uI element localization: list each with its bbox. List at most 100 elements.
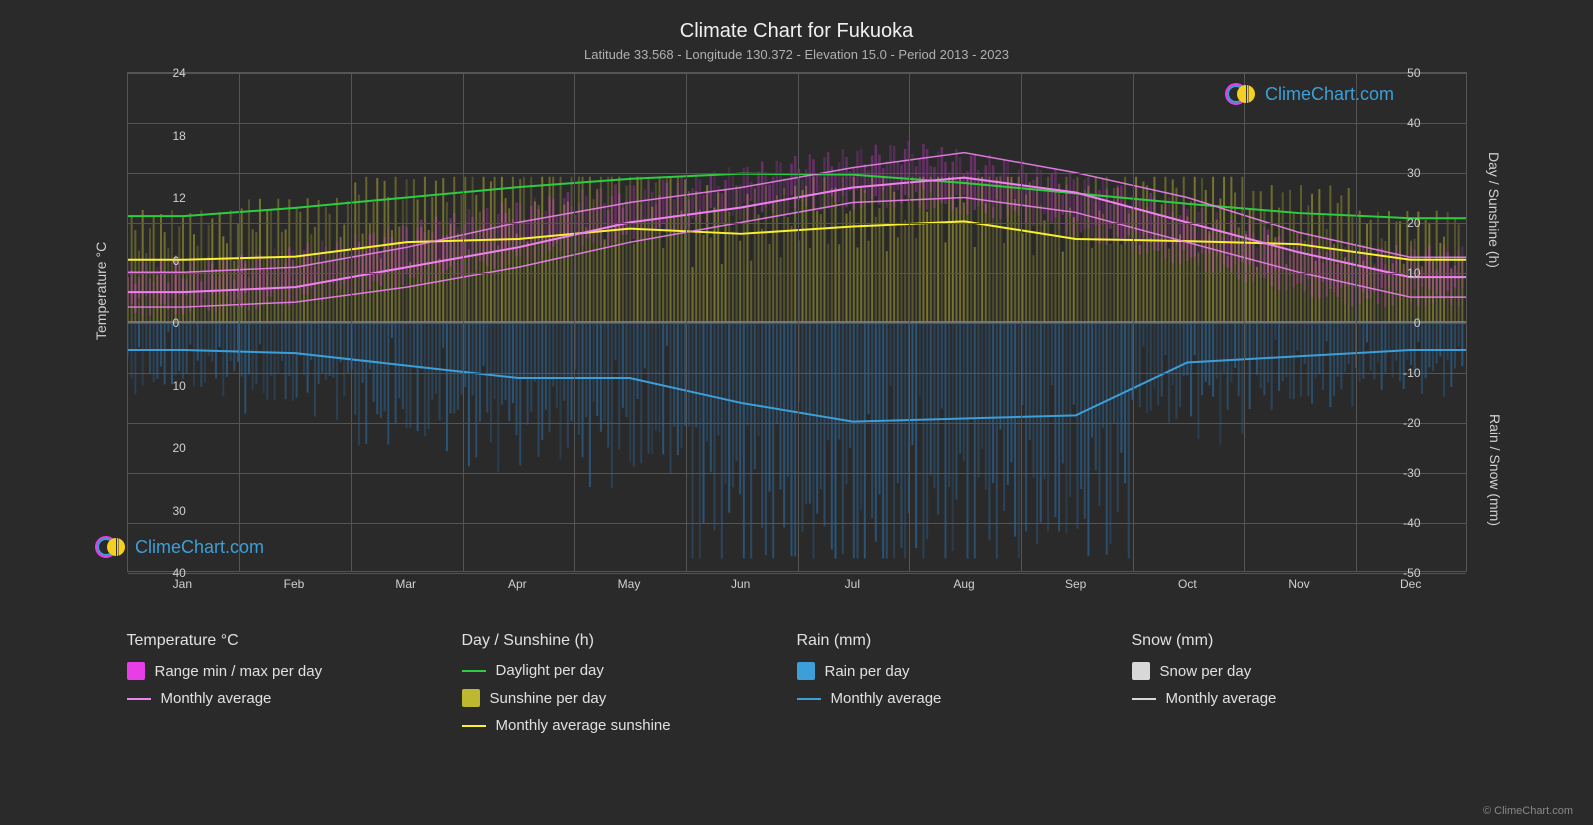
legend-item: Sunshine per day bbox=[462, 689, 797, 707]
gridline-v bbox=[1244, 73, 1245, 571]
gridline-v bbox=[463, 73, 464, 571]
x-tick-month: Oct bbox=[1178, 577, 1197, 591]
legend-item: Monthly average bbox=[797, 690, 1132, 707]
legend-header: Snow (mm) bbox=[1132, 632, 1467, 650]
y-tick-right-top: 0 bbox=[173, 316, 180, 330]
legend-line-icon bbox=[797, 698, 821, 700]
chart-subtitle: Latitude 33.568 - Longitude 130.372 - El… bbox=[50, 47, 1543, 62]
legend-item: Monthly average bbox=[1132, 690, 1467, 707]
plot-area: Temperature °C Day / Sunshine (h) Rain /… bbox=[97, 72, 1497, 592]
x-tick-month: Sep bbox=[1065, 577, 1086, 591]
watermark-text: ClimeChart.com bbox=[1265, 84, 1394, 105]
y-tick-left: 30 bbox=[1407, 166, 1420, 180]
legend-line-icon bbox=[462, 670, 486, 672]
gridline-v bbox=[1133, 73, 1134, 571]
y-tick-right-bottom: 30 bbox=[173, 504, 186, 518]
legend-swatch-icon bbox=[127, 662, 145, 680]
legend-item: Monthly average sunshine bbox=[462, 717, 797, 734]
legend-line-icon bbox=[462, 725, 486, 727]
y-tick-left: 20 bbox=[1407, 216, 1420, 230]
x-tick-month: Aug bbox=[953, 577, 974, 591]
legend-label: Monthly average sunshine bbox=[496, 717, 671, 734]
legend-label: Monthly average bbox=[1166, 690, 1277, 707]
gridline-v bbox=[1021, 73, 1022, 571]
gridline-v bbox=[239, 73, 240, 571]
legend-column: Temperature °C Range min / max per day Mon… bbox=[127, 632, 462, 744]
legend-header: Day / Sunshine (h) bbox=[462, 632, 797, 650]
y-tick-right-top: 24 bbox=[173, 66, 186, 80]
legend-column: Day / Sunshine (h) Daylight per day Sunshi… bbox=[462, 632, 797, 744]
legend-label: Rain per day bbox=[825, 663, 910, 680]
watermark: ClimeChart.com bbox=[1225, 82, 1394, 106]
y-tick-right-top: 12 bbox=[173, 191, 186, 205]
gridline-h bbox=[128, 373, 1466, 374]
gridline-v bbox=[909, 73, 910, 571]
chart-svg bbox=[128, 73, 1466, 571]
gridline-h bbox=[128, 323, 1466, 324]
y-tick-left: -10 bbox=[1403, 366, 1420, 380]
watermark: ClimeChart.com bbox=[95, 535, 264, 559]
x-tick-month: Jul bbox=[845, 577, 860, 591]
y-tick-left: -30 bbox=[1403, 466, 1420, 480]
gridline-h bbox=[128, 573, 1466, 574]
gridline-h bbox=[128, 73, 1466, 74]
legend-label: Monthly average bbox=[161, 690, 272, 707]
gridline-h bbox=[128, 223, 1466, 224]
legend-label: Sunshine per day bbox=[490, 690, 607, 707]
y-tick-left: 50 bbox=[1407, 66, 1420, 80]
legend-label: Monthly average bbox=[831, 690, 942, 707]
legend-swatch-icon bbox=[797, 662, 815, 680]
gridline-v bbox=[798, 73, 799, 571]
plot-inner: -50-40-30-20-100102030405006121824102030… bbox=[127, 72, 1467, 572]
copyright: © ClimeChart.com bbox=[1483, 805, 1573, 817]
y-tick-left: 40 bbox=[1407, 116, 1420, 130]
gridline-h bbox=[128, 123, 1466, 124]
legend-swatch-icon bbox=[1132, 662, 1150, 680]
x-tick-month: Apr bbox=[508, 577, 527, 591]
legend-label: Snow per day bbox=[1160, 663, 1252, 680]
gridline-v bbox=[1356, 73, 1357, 571]
gridline-h bbox=[128, 173, 1466, 174]
watermark-text: ClimeChart.com bbox=[135, 537, 264, 558]
gridline-h bbox=[128, 523, 1466, 524]
legend-item: Daylight per day bbox=[462, 662, 797, 679]
chart-title: Climate Chart for Fukuoka bbox=[50, 20, 1543, 43]
legend-item: Snow per day bbox=[1132, 662, 1467, 680]
y-tick-left: 0 bbox=[1414, 316, 1421, 330]
y-tick-right-top: 6 bbox=[173, 254, 180, 268]
legend-header: Temperature °C bbox=[127, 632, 462, 650]
gridline-h bbox=[128, 473, 1466, 474]
x-tick-month: Mar bbox=[395, 577, 416, 591]
gridline-h bbox=[128, 273, 1466, 274]
x-tick-month: Jan bbox=[173, 577, 192, 591]
y-tick-right-top: 18 bbox=[173, 129, 186, 143]
legend-column: Rain (mm) Rain per day Monthly average bbox=[797, 632, 1132, 744]
x-tick-month: Jun bbox=[731, 577, 750, 591]
y-tick-left: -20 bbox=[1403, 416, 1420, 430]
y-axis-right-top-label: Day / Sunshine (h) bbox=[1486, 152, 1502, 268]
legend-item: Rain per day bbox=[797, 662, 1132, 680]
climechart-logo-icon bbox=[1225, 82, 1259, 106]
legend-label: Range min / max per day bbox=[155, 663, 323, 680]
x-tick-month: Dec bbox=[1400, 577, 1421, 591]
x-tick-month: May bbox=[618, 577, 641, 591]
x-tick-month: Feb bbox=[284, 577, 305, 591]
x-tick-month: Nov bbox=[1288, 577, 1309, 591]
y-tick-left: -40 bbox=[1403, 516, 1420, 530]
y-tick-right-bottom: 20 bbox=[173, 441, 186, 455]
climate-chart-container: Climate Chart for Fukuoka Latitude 33.56… bbox=[0, 0, 1593, 825]
legend-swatch-icon bbox=[462, 689, 480, 707]
y-tick-right-bottom: 10 bbox=[173, 379, 186, 393]
legend-item: Range min / max per day bbox=[127, 662, 462, 680]
legend-line-icon bbox=[127, 698, 151, 700]
legend-line-icon bbox=[1132, 698, 1156, 700]
y-axis-right-bottom-label: Rain / Snow (mm) bbox=[1487, 414, 1503, 526]
gridline-v bbox=[351, 73, 352, 571]
legend-header: Rain (mm) bbox=[797, 632, 1132, 650]
y-axis-left-label: Temperature °C bbox=[93, 242, 109, 340]
gridline-v bbox=[574, 73, 575, 571]
legend-column: Snow (mm) Snow per day Monthly average bbox=[1132, 632, 1467, 744]
gridline-h bbox=[128, 423, 1466, 424]
legend-label: Daylight per day bbox=[496, 662, 604, 679]
legend: Temperature °C Range min / max per day Mon… bbox=[97, 632, 1497, 744]
